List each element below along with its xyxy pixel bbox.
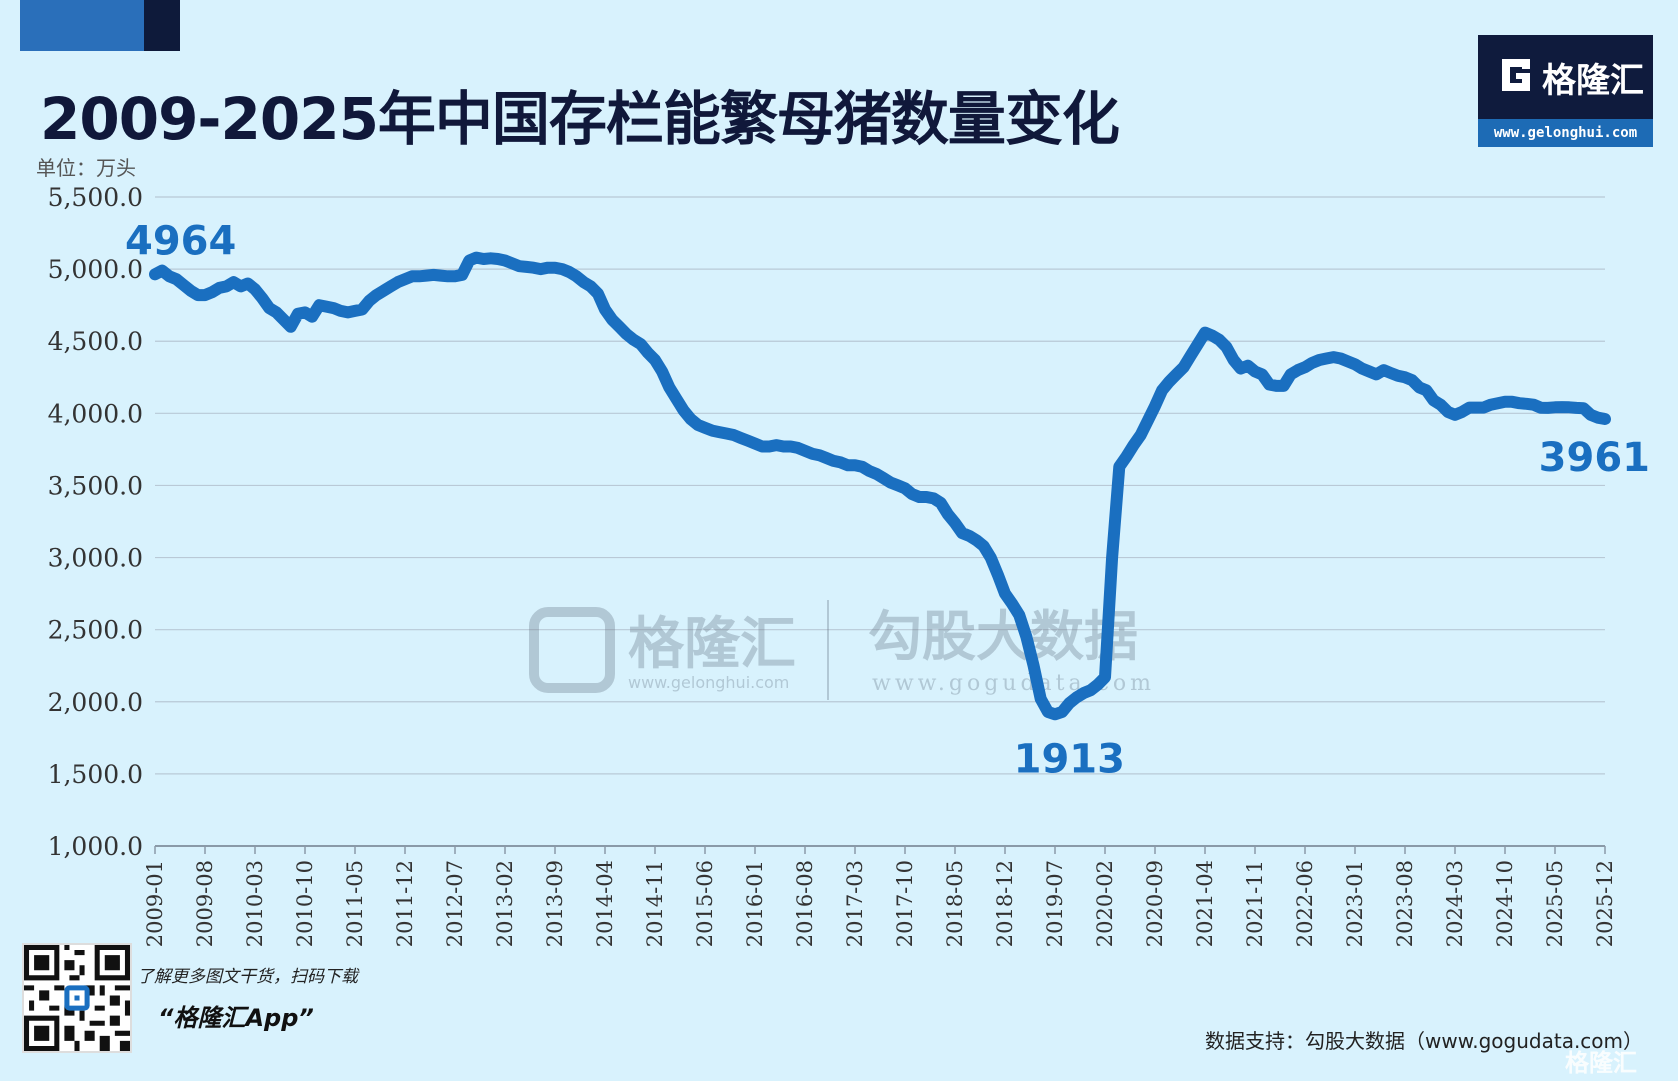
- watermark-g-icon: [529, 607, 615, 693]
- series-line: [149, 251, 1611, 721]
- x-tick-label: 2011-12: [393, 860, 417, 947]
- x-tick-label: 2017-10: [893, 860, 917, 947]
- brand-logo[interactable]: 格隆汇 www.gelonghui.com: [1478, 35, 1653, 147]
- x-tick-label: 2018-12: [993, 860, 1017, 947]
- watermark: 格隆汇 www.gelonghui.com 勾股大数据 www.gogudata…: [529, 600, 1155, 700]
- x-tick-label: 2024-03: [1443, 860, 1467, 947]
- y-tick-label: 2,000.0: [48, 688, 143, 717]
- x-tick-label: 2009-01: [143, 860, 167, 947]
- x-tick-label: 2014-11: [643, 860, 667, 947]
- annotation-label: 3961: [1539, 435, 1650, 481]
- x-tick-label: 2023-08: [1393, 860, 1417, 947]
- x-tick-label: 2021-11: [1243, 860, 1267, 947]
- watermark-right-url: www.gogudata.com: [872, 671, 1155, 696]
- logo-g-icon: [1502, 59, 1530, 91]
- header-accent-blue: [20, 0, 144, 51]
- qr-code-image: [24, 945, 130, 1051]
- x-tick-label: 2025-12: [1593, 860, 1617, 947]
- watermark-left-name: 格隆汇: [628, 612, 796, 677]
- qr-code[interactable]: [22, 943, 132, 1053]
- chart-title: 2009-2025年中国存栏能繁母猪数量变化: [40, 85, 1120, 153]
- app-name: “格隆汇App”: [158, 1004, 314, 1032]
- y-tick-label: 4,500.0: [48, 327, 143, 356]
- x-tick-label: 2025-05: [1543, 860, 1567, 947]
- x-tick-label: 2012-07: [443, 860, 467, 947]
- annotation-label: 1913: [1014, 736, 1125, 782]
- watermark-left-url: www.gelonghui.com: [628, 673, 789, 692]
- y-tick-label: 1,500.0: [48, 760, 143, 789]
- x-tick-label: 2019-07: [1043, 860, 1067, 947]
- x-tick-label: 2010-10: [293, 860, 317, 947]
- logo-name: 格隆汇: [1542, 61, 1644, 101]
- data-annotations: 4964 1913 3961: [125, 218, 1650, 782]
- x-axis-ticks: 2009-01 2009-08 2010-03 2010-10 2011-05 2011-…: [143, 846, 1617, 947]
- y-tick-label: 2,500.0: [48, 616, 143, 645]
- logo-url: www.gelonghui.com: [1478, 119, 1653, 147]
- x-tick-label: 2018-05: [943, 860, 967, 947]
- x-tick-label: 2020-09: [1143, 860, 1167, 947]
- x-tick-label: 2015-06: [693, 860, 717, 947]
- grid-lines: [155, 196, 1605, 847]
- x-tick-label: 2016-01: [743, 860, 767, 947]
- y-tick-label: 4,000.0: [48, 399, 143, 428]
- x-tick-label: 2024-10: [1493, 860, 1517, 947]
- x-tick-label: 2013-02: [493, 860, 517, 947]
- x-tick-label: 2016-08: [793, 860, 817, 947]
- y-tick-label: 1,000.0: [48, 832, 143, 861]
- y-tick-label: 3,500.0: [48, 471, 143, 500]
- unit-label: 单位：万头: [36, 156, 136, 180]
- data-source: 数据支持：勾股大数据（www.gogudata.com）: [1205, 1029, 1644, 1053]
- x-tick-label: 2023-01: [1343, 860, 1367, 947]
- annotation-label: 4964: [125, 218, 236, 264]
- x-tick-label: 2009-08: [193, 860, 217, 947]
- x-tick-label: 2011-05: [343, 860, 367, 947]
- y-tick-label: 3,000.0: [48, 544, 143, 573]
- watermark-right-name: 勾股大数据: [868, 605, 1138, 668]
- corner-watermark: 格隆汇: [1565, 1049, 1637, 1077]
- qr-caption: 了解更多图文干货，扫码下载: [137, 967, 358, 987]
- y-tick-label: 5,500.0: [48, 183, 143, 212]
- x-tick-label: 2021-04: [1193, 860, 1217, 947]
- x-tick-label: 2020-02: [1093, 860, 1117, 947]
- x-tick-label: 2017-03: [843, 860, 867, 947]
- y-axis-ticks: 5,500.0 5,000.0 4,500.0 4,000.0 3,500.0 3,000…: [48, 183, 143, 861]
- x-tick-label: 2014-04: [593, 860, 617, 947]
- y-tick-label: 5,000.0: [48, 255, 143, 284]
- x-tick-label: 2013-09: [543, 860, 567, 947]
- x-tick-label: 2022-06: [1293, 860, 1317, 947]
- x-tick-label: 2010-03: [243, 860, 267, 947]
- header-accent-dark: [144, 0, 180, 51]
